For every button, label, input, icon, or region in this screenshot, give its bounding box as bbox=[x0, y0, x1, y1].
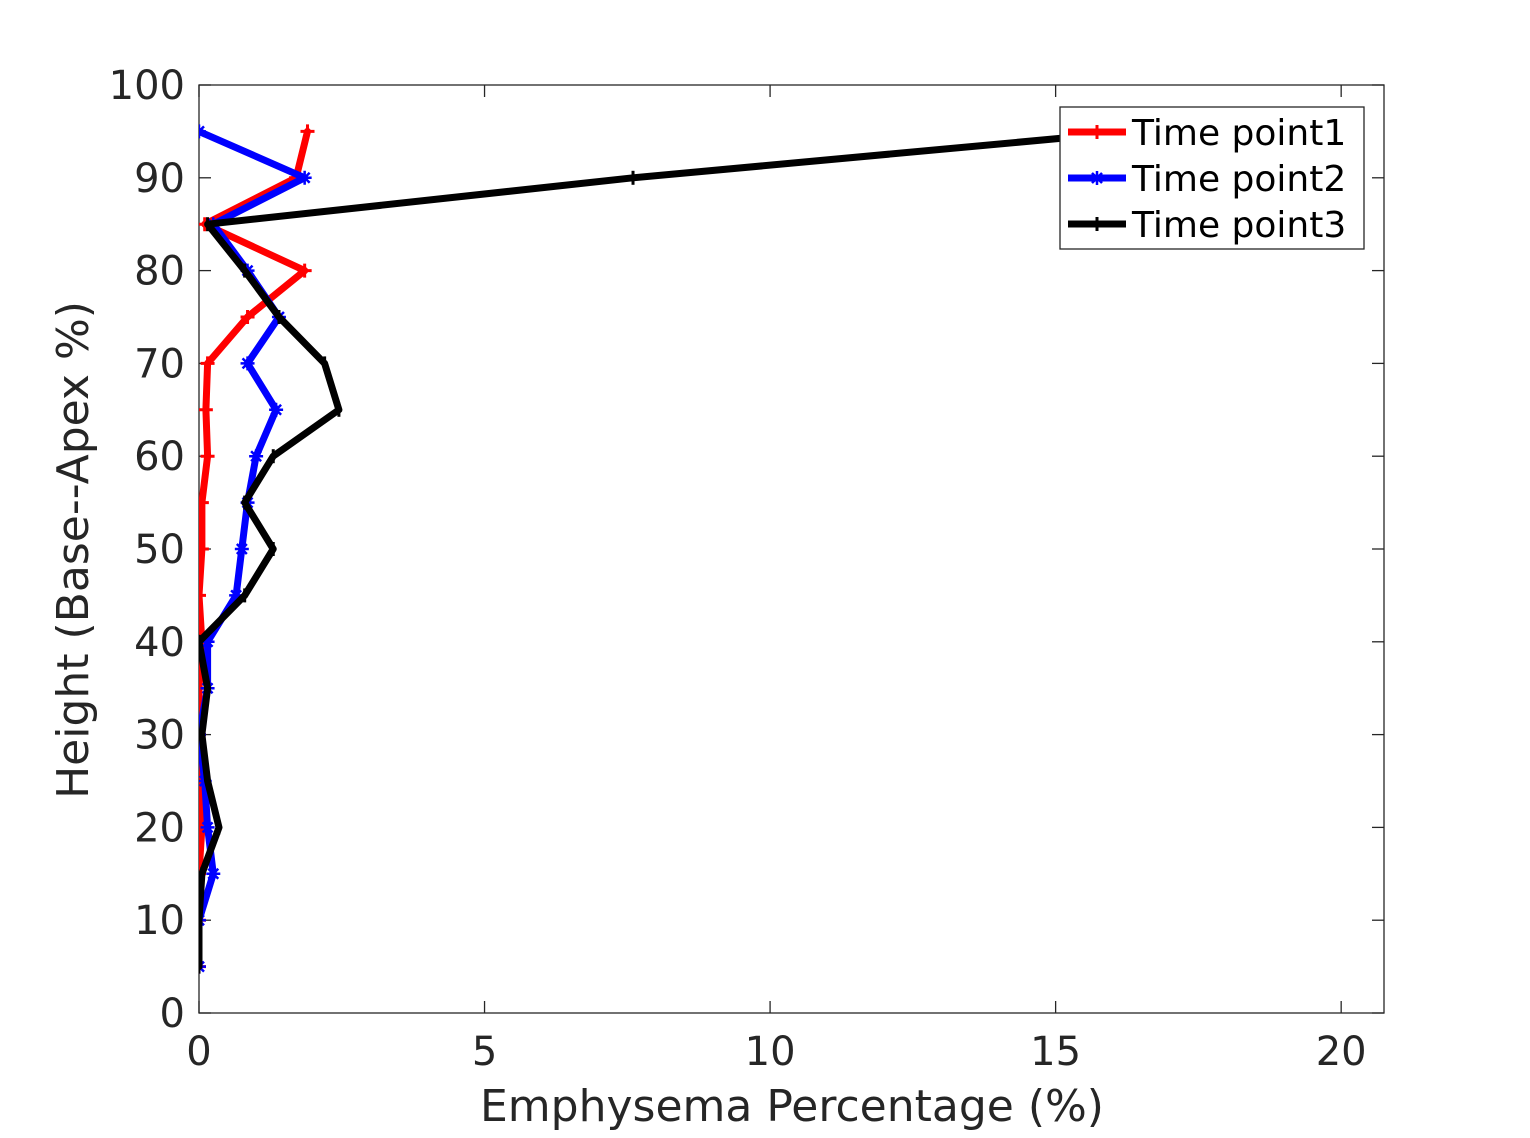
data-point bbox=[1090, 171, 1104, 185]
series-3 bbox=[199, 124, 1140, 974]
y-tick-label: 80 bbox=[134, 249, 185, 295]
y-tick-label: 50 bbox=[134, 527, 185, 573]
y-tick-label: 10 bbox=[134, 898, 185, 944]
x-tick-label: 15 bbox=[1030, 1029, 1081, 1075]
data-point bbox=[199, 588, 206, 603]
data-point bbox=[199, 542, 209, 556]
y-tick-label: 0 bbox=[160, 991, 185, 1037]
data-point bbox=[199, 495, 209, 510]
y-axis-label: Height (Base--Apex %) bbox=[48, 301, 99, 799]
data-point bbox=[229, 588, 244, 603]
legend: Time point1 Time point2 Time point3 bbox=[1059, 106, 1365, 250]
data-point bbox=[200, 356, 215, 371]
y-tick-label: 100 bbox=[109, 63, 185, 109]
y-tick-label: 70 bbox=[134, 341, 185, 387]
data-point bbox=[200, 820, 215, 835]
x-tick-label: 5 bbox=[472, 1029, 497, 1075]
y-tick-label: 90 bbox=[134, 156, 185, 202]
x-tick-label: 0 bbox=[186, 1029, 211, 1075]
y-tick-label: 30 bbox=[134, 713, 185, 759]
data-point bbox=[240, 356, 255, 371]
data-point bbox=[200, 449, 215, 464]
x-axis-ticks: 0 5 10 15 20 bbox=[186, 85, 1367, 1075]
data-point bbox=[206, 866, 221, 881]
data-point bbox=[199, 402, 213, 417]
data-point bbox=[300, 124, 315, 139]
y-tick-label: 40 bbox=[134, 620, 185, 666]
x-tick-label: 20 bbox=[1316, 1029, 1367, 1075]
y-tick-label: 60 bbox=[134, 434, 185, 480]
data-point bbox=[269, 402, 284, 417]
plot-area bbox=[199, 124, 1140, 974]
x-axis-label: Emphysema Percentage (%) bbox=[480, 1081, 1104, 1132]
data-point bbox=[240, 310, 255, 324]
legend-label: Time point1 bbox=[1131, 113, 1346, 154]
data-point bbox=[297, 263, 312, 278]
data-point bbox=[1090, 125, 1104, 139]
y-axis-ticks: 0 10 20 30 40 50 60 70 80 90 100 bbox=[109, 63, 1384, 1037]
data-point bbox=[249, 449, 264, 464]
legend-label: Time point2 bbox=[1131, 159, 1346, 200]
data-point bbox=[200, 634, 215, 649]
y-tick-label: 20 bbox=[134, 805, 185, 851]
data-point bbox=[297, 170, 312, 185]
x-tick-label: 10 bbox=[745, 1029, 796, 1075]
data-point bbox=[234, 542, 249, 556]
legend-label: Time point3 bbox=[1131, 205, 1346, 246]
